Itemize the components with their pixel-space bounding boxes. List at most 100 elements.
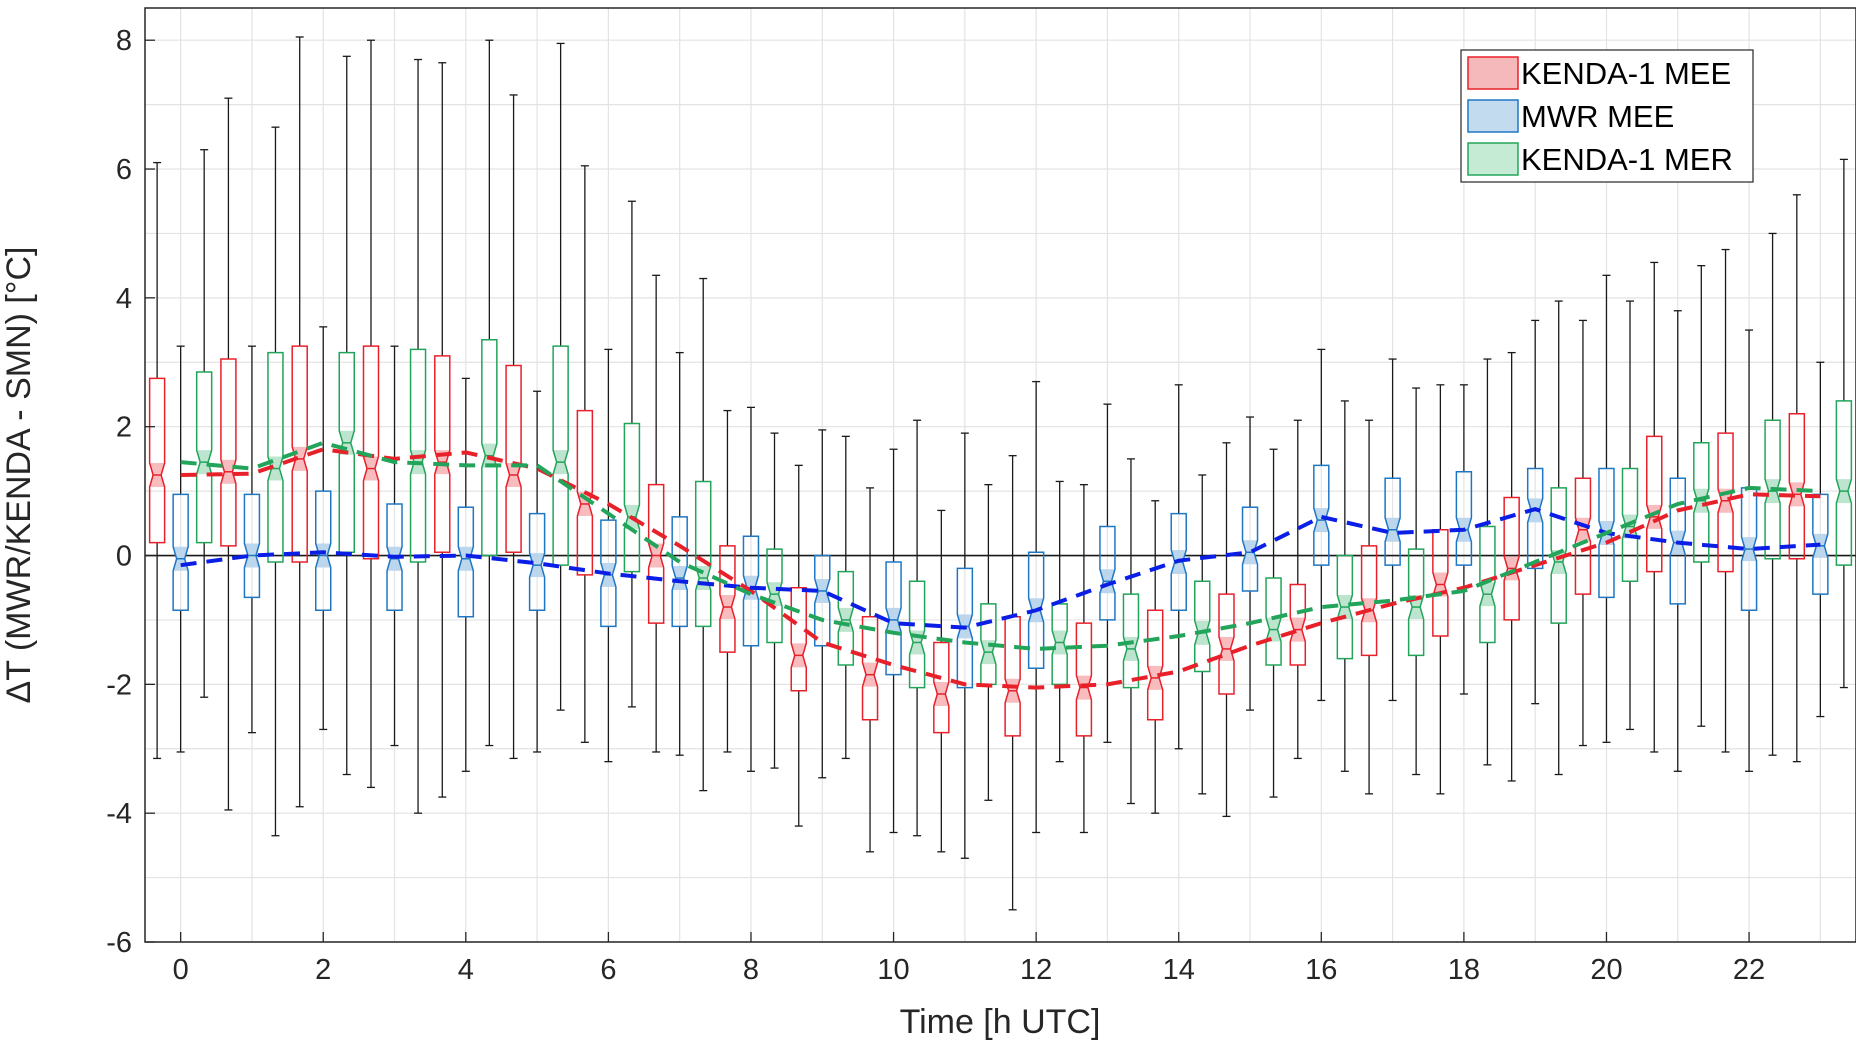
box-9 <box>790 586 807 692</box>
y-tick-label: 8 <box>116 25 132 57</box>
box-22 <box>1740 487 1758 612</box>
box-12 <box>1027 551 1045 669</box>
legend-swatch-kenda-mee <box>1467 56 1519 90</box>
box-14 <box>1170 512 1187 612</box>
y-tick-label: -6 <box>106 927 132 959</box>
box-18 <box>1432 529 1449 637</box>
box-18 <box>1455 471 1473 566</box>
legend-swatch-mwr-mee <box>1467 99 1519 133</box>
box-8 <box>742 535 760 647</box>
box-14 <box>1146 609 1164 721</box>
box-20 <box>1574 477 1592 595</box>
box-6 <box>576 409 594 576</box>
box-1 <box>220 358 237 547</box>
box-4 <box>434 355 451 554</box>
box-19 <box>1526 467 1544 570</box>
x-tick-label: 22 <box>1733 954 1765 986</box>
box-7 <box>647 483 665 624</box>
y-axis-label: ΔT (MWR/KENDA - SMN) [°C] <box>0 247 38 704</box>
box-2 <box>338 351 356 554</box>
box-8 <box>719 545 736 653</box>
legend-item-kenda-mee: KENDA-1 MEE <box>1467 56 1731 91</box>
y-tick-label: 0 <box>116 541 132 573</box>
series-kenda-1-mee <box>148 36 1806 911</box>
trend-lines <box>180 440 1821 690</box>
box-10 <box>861 615 879 721</box>
box-23 <box>1812 493 1829 595</box>
box-16 <box>1289 583 1307 666</box>
box-4 <box>457 506 475 618</box>
x-tick-label: 14 <box>1163 954 1195 986</box>
box-23 <box>1788 413 1806 560</box>
y-axis-ticks: -6 -4 -2 0 2 4 6 8 <box>106 25 155 959</box>
legend: KENDA-1 MEE MWR MEE KENDA-1 MER <box>1460 49 1754 183</box>
box-12 <box>1004 615 1021 737</box>
box-1 <box>243 493 261 599</box>
box-22 <box>1764 419 1781 560</box>
legend-item-mwr-mee: MWR MEE <box>1467 99 1674 134</box>
box-0 <box>148 377 166 544</box>
box-21 <box>1645 435 1663 573</box>
x-tick-label: 12 <box>1020 954 1052 986</box>
box-16 <box>1313 464 1330 566</box>
box-0 <box>195 371 213 544</box>
x-tick-label: 2 <box>315 954 331 986</box>
y-tick-label: 2 <box>116 412 132 444</box>
y-tick-label: 4 <box>116 283 132 315</box>
box-7 <box>694 480 712 628</box>
box-9 <box>814 554 831 647</box>
box-16 <box>1336 554 1354 660</box>
legend-label-kenda-mer: KENDA-1 MER <box>1521 142 1733 177</box>
x-tick-label: 0 <box>173 954 189 986</box>
box-22 <box>1717 432 1734 573</box>
box-23 <box>1835 400 1853 566</box>
x-tick-label: 6 <box>600 954 616 986</box>
box-0 <box>172 493 189 612</box>
x-tick-label: 10 <box>877 954 909 986</box>
x-tick-label: 18 <box>1448 954 1480 986</box>
box-15 <box>1265 577 1282 666</box>
x-axis-ticks: 0 2 4 6 8 10 12 14 16 18 20 22 <box>173 932 1765 986</box>
box-17 <box>1407 548 1425 657</box>
box-20 <box>1621 467 1639 583</box>
box-4 <box>481 338 498 557</box>
box-17 <box>1360 545 1378 657</box>
legend-item-kenda-mer: KENDA-1 MER <box>1467 142 1733 177</box>
box-18 <box>1479 525 1496 644</box>
y-tick-label: -4 <box>106 798 132 830</box>
box-15 <box>1218 593 1235 695</box>
box-14 <box>1194 580 1211 673</box>
box-21 <box>1693 442 1710 563</box>
box-15 <box>1241 506 1259 592</box>
box-5 <box>505 364 522 554</box>
box-11 <box>933 641 950 734</box>
x-tick-label: 16 <box>1305 954 1337 986</box>
series-kenda-1-mer <box>195 39 1853 837</box>
box-5 <box>552 345 569 566</box>
y-tick-label: -2 <box>106 669 132 701</box>
box-12 <box>1051 603 1068 686</box>
box-1 <box>267 351 284 563</box>
box-7 <box>671 516 688 628</box>
box-13 <box>1075 622 1093 737</box>
box-8 <box>766 548 783 644</box>
legend-label-mwr-mee: MWR MEE <box>1521 99 1674 134</box>
y-tick-label: 6 <box>116 154 132 186</box>
trend-line-kenda-1-mer <box>180 440 1821 651</box>
box-6 <box>623 422 641 573</box>
box-3 <box>362 345 380 560</box>
legend-swatch-kenda-mer <box>1467 142 1519 176</box>
box-10 <box>885 561 902 676</box>
legend-label-kenda-mee: KENDA-1 MEE <box>1521 56 1731 91</box>
box-17 <box>1384 477 1401 566</box>
box-9 <box>837 570 855 666</box>
box-11 <box>980 603 997 686</box>
x-tick-label: 8 <box>743 954 759 986</box>
box-21 <box>1669 477 1687 605</box>
x-axis-label: Time [h UTC] <box>900 1003 1101 1041</box>
box-19 <box>1503 496 1520 621</box>
box-11 <box>956 567 974 689</box>
trend-line-mwr-mee <box>180 507 1821 630</box>
box-20 <box>1598 467 1615 599</box>
